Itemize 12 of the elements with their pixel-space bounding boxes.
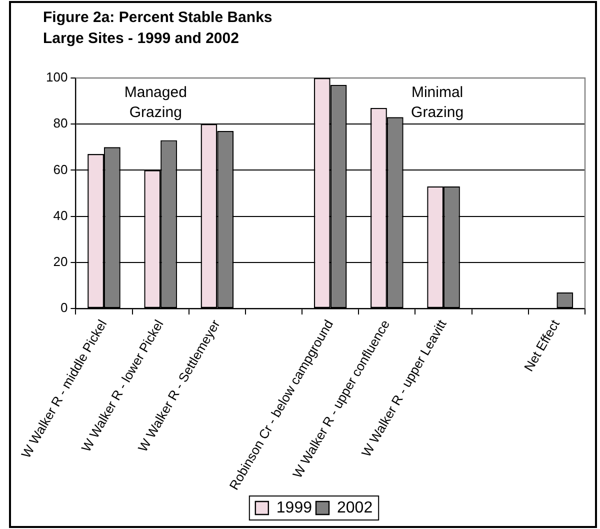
y-tick-label: 0 bbox=[60, 300, 68, 316]
legend-label: 1999 bbox=[276, 499, 312, 516]
chart-subtitle: Large Sites - 1999 and 2002 bbox=[43, 30, 239, 48]
y-tick-label: 40 bbox=[53, 208, 68, 223]
y-tick-label: 60 bbox=[53, 162, 68, 177]
y-tick-label: 20 bbox=[53, 254, 68, 269]
y-tick-label: 100 bbox=[46, 70, 68, 85]
legend-label: 2002 bbox=[337, 499, 373, 516]
chart-title: Figure 2a: Percent Stable Banks bbox=[43, 9, 272, 26]
y-tick-label: 80 bbox=[53, 116, 68, 131]
annotation: Managed Grazing bbox=[124, 84, 187, 122]
annotation: Minimal Grazing bbox=[411, 84, 464, 122]
